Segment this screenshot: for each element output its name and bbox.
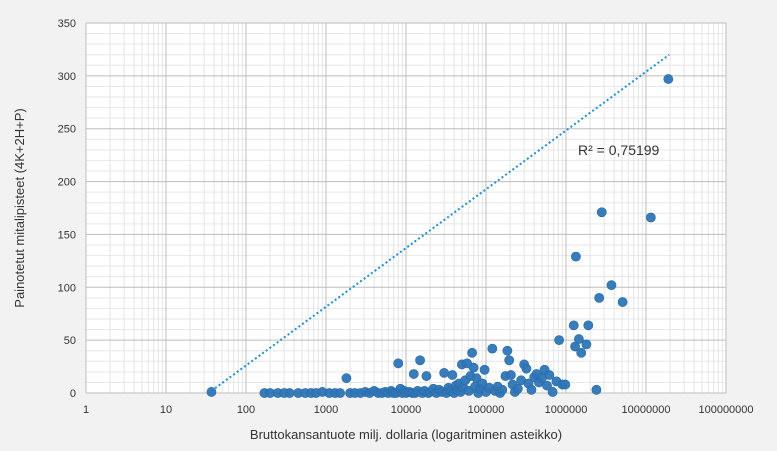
data-point <box>583 320 594 331</box>
data-point <box>547 387 558 397</box>
data-point <box>206 387 217 397</box>
data-point <box>554 335 565 346</box>
data-point <box>591 384 602 395</box>
data-point <box>479 364 490 375</box>
data-point <box>568 320 579 331</box>
data-point <box>415 355 425 366</box>
data-point <box>645 212 656 223</box>
data-points <box>206 74 674 398</box>
x-axis-tick-labels: 1 10 100 1000 10000 100000 1000000 10000000 1000… <box>83 404 754 416</box>
y-axis-tick-labels: 0 50 100 150 200 250 300 350 <box>58 18 76 400</box>
major-gridlines <box>85 22 727 394</box>
data-point <box>393 358 404 369</box>
data-point <box>576 347 587 358</box>
data-point <box>663 74 674 84</box>
x-axis-title: Bruttokansantuote milj. dollaria (logari… <box>250 427 562 442</box>
data-point <box>506 370 516 380</box>
x-tick-label: 100000000 <box>698 404 753 416</box>
data-point <box>487 343 498 354</box>
data-point <box>574 334 584 344</box>
x-tick-label: 1000 <box>314 404 338 416</box>
y-tick-label: 0 <box>70 388 76 400</box>
y-tick-label: 350 <box>58 18 76 30</box>
data-point <box>502 345 513 356</box>
y-tick-label: 100 <box>58 282 76 294</box>
data-point <box>468 362 479 373</box>
data-point <box>439 368 450 378</box>
data-point <box>594 292 605 303</box>
data-point <box>284 388 295 398</box>
data-point <box>408 369 419 379</box>
data-point <box>504 355 515 366</box>
data-point <box>512 383 523 394</box>
y-tick-label: 250 <box>58 124 76 136</box>
data-point <box>526 384 537 395</box>
data-point <box>617 297 628 307</box>
trendline <box>210 53 670 392</box>
data-point <box>335 388 345 398</box>
data-point <box>467 347 477 358</box>
data-point <box>447 370 458 380</box>
x-tick-label: 1000000 <box>545 404 588 416</box>
data-point <box>606 280 617 291</box>
y-tick-label: 150 <box>58 229 76 241</box>
y-axis-title: Painotetut mitalipisteet (4K+2H+P) <box>12 108 27 307</box>
data-point <box>521 363 532 374</box>
data-point <box>341 373 352 384</box>
data-point <box>544 370 555 380</box>
r-squared-annotation: R² = 0,75199 <box>578 142 660 158</box>
data-point <box>581 339 592 350</box>
x-tick-label: 10000 <box>391 404 422 416</box>
x-tick-label: 10000000 <box>622 404 671 416</box>
x-tick-label: 10 <box>160 404 172 416</box>
x-tick-label: 1 <box>83 404 89 416</box>
data-point <box>497 384 508 395</box>
data-point <box>542 380 552 391</box>
x-tick-label: 100000 <box>468 404 505 416</box>
data-point <box>596 207 607 218</box>
data-point <box>560 379 571 390</box>
y-tick-label: 50 <box>64 335 76 347</box>
y-tick-label: 300 <box>58 71 76 83</box>
data-point <box>571 251 581 262</box>
y-tick-label: 200 <box>58 177 76 189</box>
x-tick-label: 100 <box>237 404 255 416</box>
data-point <box>421 371 432 381</box>
